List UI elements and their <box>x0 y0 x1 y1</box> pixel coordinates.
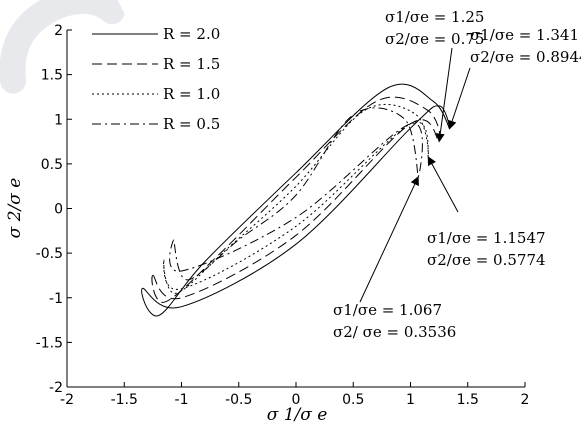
annotation-line1-0: σ1/σe = 1.25 <box>385 8 484 26</box>
legend-label-1: R = 1.5 <box>163 55 220 73</box>
annotation-arrow-1 <box>447 67 471 130</box>
x-tick-label: -0.5 <box>225 392 252 408</box>
annotation-line2-0: σ2/σe = 0.75 <box>385 30 484 48</box>
x-axis-label: σ 1/σ e <box>267 405 328 425</box>
annotation-arrow-3 <box>359 176 419 303</box>
ellipse-curves <box>141 83 451 317</box>
x-tick-label: 1 <box>406 392 415 408</box>
y-tick-label: -0.5 <box>36 246 63 262</box>
series-curve-1 <box>151 96 441 303</box>
y-tick-label: 1 <box>54 112 63 128</box>
annotation-line2-2: σ2/σe = 0.5774 <box>427 251 546 269</box>
y-tick-label: 0 <box>54 202 63 218</box>
annotation-arrow-0 <box>435 47 453 143</box>
x-tick-label: 1.5 <box>457 392 479 408</box>
annotation-line2-1: σ2/σe = 0.8944 <box>470 48 581 66</box>
y-axis-label: σ 2/σ e <box>5 178 25 239</box>
y-tick-label: 0.5 <box>41 157 63 173</box>
annotation-arrow-2 <box>427 156 459 213</box>
series-curve-2 <box>163 103 429 294</box>
legend-label-2: R = 1.0 <box>163 85 220 103</box>
x-tick-label: -1.5 <box>111 392 138 408</box>
series-curve-0 <box>141 83 451 317</box>
series-curve-3 <box>169 107 423 281</box>
annotation-line1-3: σ1/σe = 1.067 <box>333 301 442 319</box>
x-tick-label: 2 <box>521 392 530 408</box>
watermark <box>0 0 126 94</box>
plot-axes <box>66 29 526 388</box>
y-tick-label: 2 <box>54 23 63 39</box>
y-tick-label: -2 <box>49 380 63 396</box>
y-tick-label: -1.5 <box>36 335 63 351</box>
annotation-line1-1: σ1/σe = 1.341 <box>470 26 579 44</box>
legend-label-0: R = 2.0 <box>163 25 220 43</box>
x-tick-label: 0.5 <box>342 392 364 408</box>
annotation-line1-2: σ1/σe = 1.1547 <box>427 229 546 247</box>
y-tick-label: -1 <box>49 291 63 307</box>
legend: R = 2.0 R = 1.5 R = 1.0 R = 0.5 <box>92 25 220 133</box>
annotation-line2-3: σ2/ σe = 0.3536 <box>333 323 456 341</box>
x-tick-labels: -2 -1.5 -1 -0.5 0 0.5 1 1.5 2 <box>60 392 529 408</box>
x-tick-label: -1 <box>175 392 189 408</box>
y-tick-label: 1.5 <box>41 68 63 84</box>
legend-label-3: R = 0.5 <box>163 115 220 133</box>
x-tick-label: -2 <box>60 392 74 408</box>
x-tick-label: 0 <box>292 392 301 408</box>
y-tick-labels: -2 -1.5 -1 -0.5 0 0.5 1 1.5 2 <box>36 23 63 396</box>
